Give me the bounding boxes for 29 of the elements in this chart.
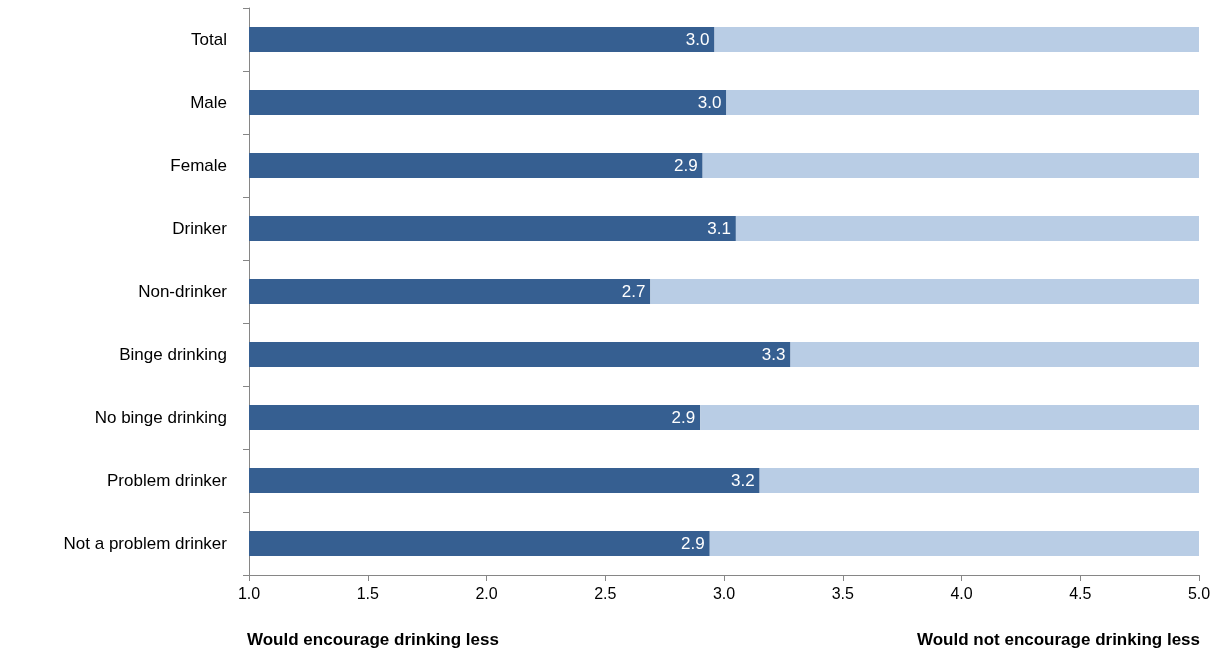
- data-label: 3.1: [707, 219, 731, 238]
- x-tick-label: 1.5: [356, 584, 379, 602]
- y-tick-label: Non-drinker: [138, 282, 228, 301]
- x-tick-label: 2.5: [594, 584, 617, 602]
- data-label: 2.9: [673, 156, 698, 175]
- data-label: 3.3: [761, 345, 786, 364]
- x-tick-label: 3.5: [831, 584, 854, 602]
- x-tick-label: 1.0: [237, 584, 261, 602]
- y-tick-label: Problem drinker: [107, 471, 228, 490]
- text: Would encourage drinking less: [247, 630, 499, 649]
- x-tick-label: 4.0: [950, 584, 973, 602]
- data-label: 2.7: [621, 282, 646, 301]
- x-tick-label: 3.0: [712, 584, 736, 602]
- x-tick-label: 2.0: [475, 584, 498, 602]
- data-label: 2.9: [681, 534, 705, 553]
- text: Would not encourage drinking less: [916, 630, 1201, 649]
- y-tick-label: Not a problem drinker: [63, 534, 228, 553]
- y-tick-label: Binge drinking: [119, 345, 227, 364]
- y-tick-label: Female: [170, 156, 227, 175]
- y-tick-label: No binge drinking: [94, 408, 227, 427]
- y-tick-label: Drinker: [172, 219, 228, 238]
- y-tick-label: Male: [190, 93, 227, 112]
- y-tick-label: Total: [191, 30, 227, 49]
- data-label: 3.0: [697, 93, 722, 112]
- x-tick-label: 5.0: [1187, 584, 1211, 602]
- data-label: 2.9: [671, 408, 696, 427]
- x-tick-label: 4.5: [1069, 584, 1092, 602]
- data-label: 3.2: [730, 471, 755, 490]
- data-label: 3.0: [685, 30, 710, 49]
